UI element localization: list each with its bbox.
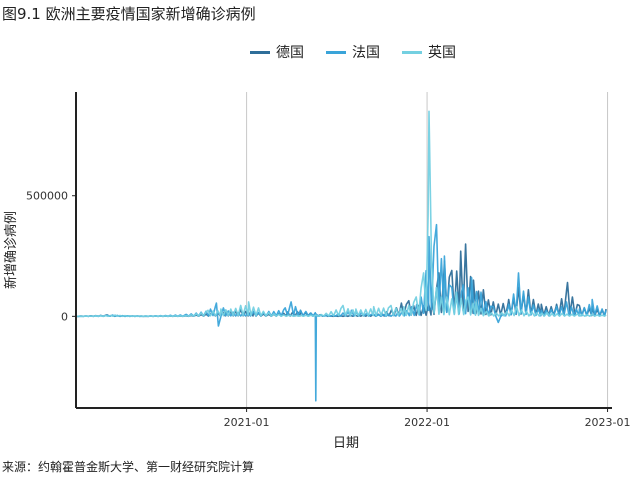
series-layer: [76, 110, 607, 402]
y-tick-label-1: 500000: [26, 190, 68, 203]
legend-swatch-uk: [402, 50, 422, 54]
legend-label-germany: 德国: [276, 45, 304, 61]
source-note: 来源：约翰霍普金斯大学、第一财经研究院计算: [2, 460, 255, 474]
x-tick-label-1: 2022-01: [404, 416, 450, 429]
chart-title: 图9.1 欧洲主要疫情国家新增确诊病例: [2, 5, 256, 23]
x-tick-label-2: 2023-01: [585, 416, 631, 429]
y-axis-title: 新增确诊病例: [3, 211, 19, 289]
legend-item-uk: 英国: [402, 42, 456, 62]
series-line-2: [76, 110, 607, 318]
legend: 德国 法国 英国: [250, 42, 478, 62]
x-tick-label-0: 2021-01: [224, 416, 270, 429]
x-axis-title: 日期: [333, 436, 359, 451]
legend-label-uk: 英国: [428, 45, 456, 61]
legend-swatch-france: [326, 50, 346, 54]
y-tick-label-0: 0: [61, 310, 68, 323]
legend-item-germany: 德国: [250, 42, 304, 62]
axis-layer: 0 500000 2021-01 2022-01 2023-01: [26, 92, 631, 429]
legend-swatch-germany: [250, 50, 270, 54]
legend-item-france: 法国: [326, 42, 380, 62]
legend-label-france: 法国: [352, 45, 380, 61]
